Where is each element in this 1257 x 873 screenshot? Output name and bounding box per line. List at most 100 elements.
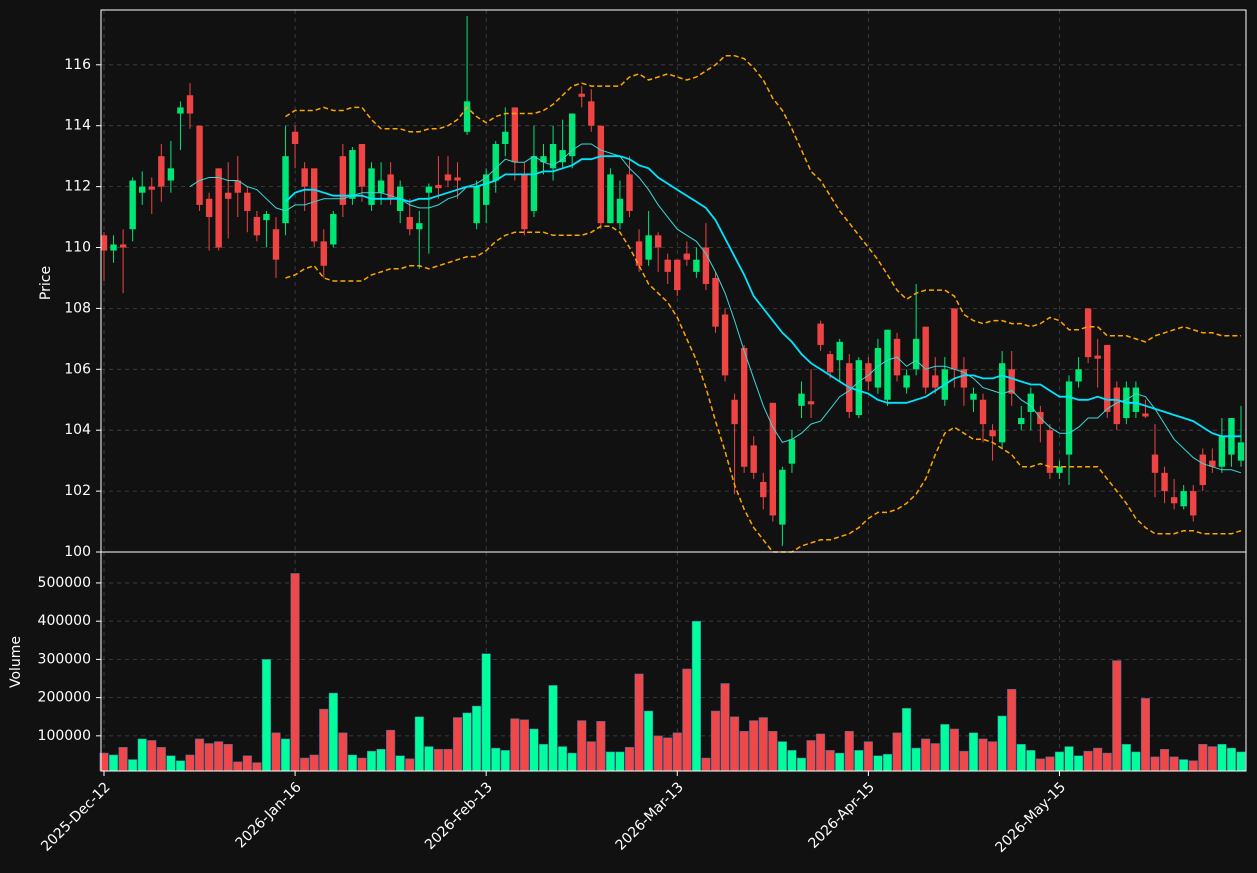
candle-body: [425, 186, 433, 193]
volume-bar: [968, 732, 979, 772]
candle-body: [368, 168, 375, 205]
volume-bar: [233, 761, 243, 772]
volume-bar: [1083, 750, 1093, 772]
candle-body: [626, 174, 633, 211]
candle-body: [215, 168, 222, 248]
candle-body: [817, 323, 824, 345]
volume-bar: [930, 743, 940, 772]
candle-body: [712, 277, 719, 327]
volume-bar: [882, 753, 893, 772]
x-tick-label: 2026-Feb-13: [422, 779, 496, 853]
candle-body: [588, 101, 595, 126]
candle-body: [1094, 355, 1101, 359]
candle-body: [454, 177, 461, 181]
candle-body: [339, 156, 347, 205]
x-tick-label: 2026-May-15: [993, 779, 1070, 856]
volume-bar: [214, 741, 224, 772]
candle-body: [750, 445, 757, 473]
candle-body: [1075, 369, 1082, 382]
candle-body: [1237, 442, 1245, 461]
candle-body: [1084, 308, 1092, 358]
candle-body: [291, 131, 299, 144]
y-tick-label: 112: [64, 179, 91, 195]
volume-bar: [863, 741, 873, 772]
y-tick-label: 100: [64, 544, 91, 560]
candle-body: [798, 393, 805, 406]
volume-bar: [691, 620, 701, 772]
volume-bar: [1007, 688, 1017, 772]
candle-body: [884, 329, 891, 400]
volume-bar: [892, 732, 902, 772]
candle-body: [559, 150, 566, 163]
volume-bar: [596, 721, 606, 772]
candle-body: [530, 156, 538, 211]
volume-bar: [1140, 698, 1151, 772]
volume-bar: [242, 755, 252, 772]
candle-body: [788, 439, 796, 464]
indicator-line: [285, 225, 1242, 553]
volume-bar: [1150, 756, 1160, 772]
volume-bar: [1198, 743, 1208, 772]
candle-body: [922, 326, 929, 388]
candle-body: [807, 401, 815, 405]
volume-bar: [558, 746, 568, 772]
volume-bar: [128, 759, 138, 772]
indicator-line: [189, 143, 1242, 474]
volume-bar: [586, 741, 596, 772]
candle-body: [502, 131, 509, 144]
volume-bar: [777, 741, 787, 772]
candle-body: [511, 107, 519, 163]
volume-bar: [290, 573, 300, 772]
x-tick-label: 2026-Jan-16: [233, 779, 305, 851]
candle-body: [186, 95, 194, 114]
volume-bar: [1160, 748, 1170, 772]
candle-body: [119, 244, 127, 248]
y-tick-label: 200000: [38, 690, 91, 706]
candle-body: [1142, 413, 1149, 417]
volume-bar: [873, 755, 883, 772]
candle-body: [1104, 344, 1111, 412]
volume-axis-label: Volume: [8, 636, 24, 688]
volume-bar: [194, 738, 205, 772]
volume-bar: [519, 719, 529, 772]
candle-body: [1180, 491, 1187, 507]
candle-body: [311, 168, 318, 242]
volume-bar: [758, 717, 768, 772]
volume-bar: [147, 740, 157, 772]
candle-body: [654, 235, 662, 248]
volume-bar: [156, 747, 166, 772]
candle-body: [836, 341, 843, 361]
volume-bar: [940, 724, 950, 772]
candle-body: [616, 198, 624, 224]
volume-bar: [185, 754, 195, 772]
candle-body: [492, 143, 499, 181]
volume-bar: [452, 717, 463, 772]
volume-bar: [949, 728, 959, 772]
candle-body: [1113, 387, 1120, 425]
volume-bar: [796, 757, 807, 772]
volume-bar: [500, 750, 510, 772]
candle-body: [932, 375, 939, 388]
candle-body: [225, 192, 232, 199]
candle-body: [244, 192, 251, 211]
candle-body: [1046, 430, 1054, 473]
y-tick-label: 110: [64, 240, 91, 256]
volume-bar: [978, 738, 988, 772]
candle-body: [139, 186, 146, 193]
price-axis-label: Price: [38, 266, 54, 300]
volume-bar: [1169, 756, 1179, 772]
candle-body: [148, 186, 155, 190]
volume-bar: [720, 683, 730, 772]
volume-bar: [1102, 752, 1112, 772]
volume-bar: [997, 715, 1007, 772]
volume-bar: [252, 762, 262, 772]
volume-bar: [854, 750, 864, 772]
volume-bar: [816, 733, 826, 772]
volume-bar: [644, 710, 654, 772]
volume-bar: [1112, 660, 1122, 772]
volume-bar: [1054, 751, 1065, 772]
candle-body: [1027, 393, 1034, 412]
y-tick-label: 400000: [38, 613, 91, 629]
volume-bar: [548, 685, 558, 772]
candle-body: [874, 347, 882, 388]
